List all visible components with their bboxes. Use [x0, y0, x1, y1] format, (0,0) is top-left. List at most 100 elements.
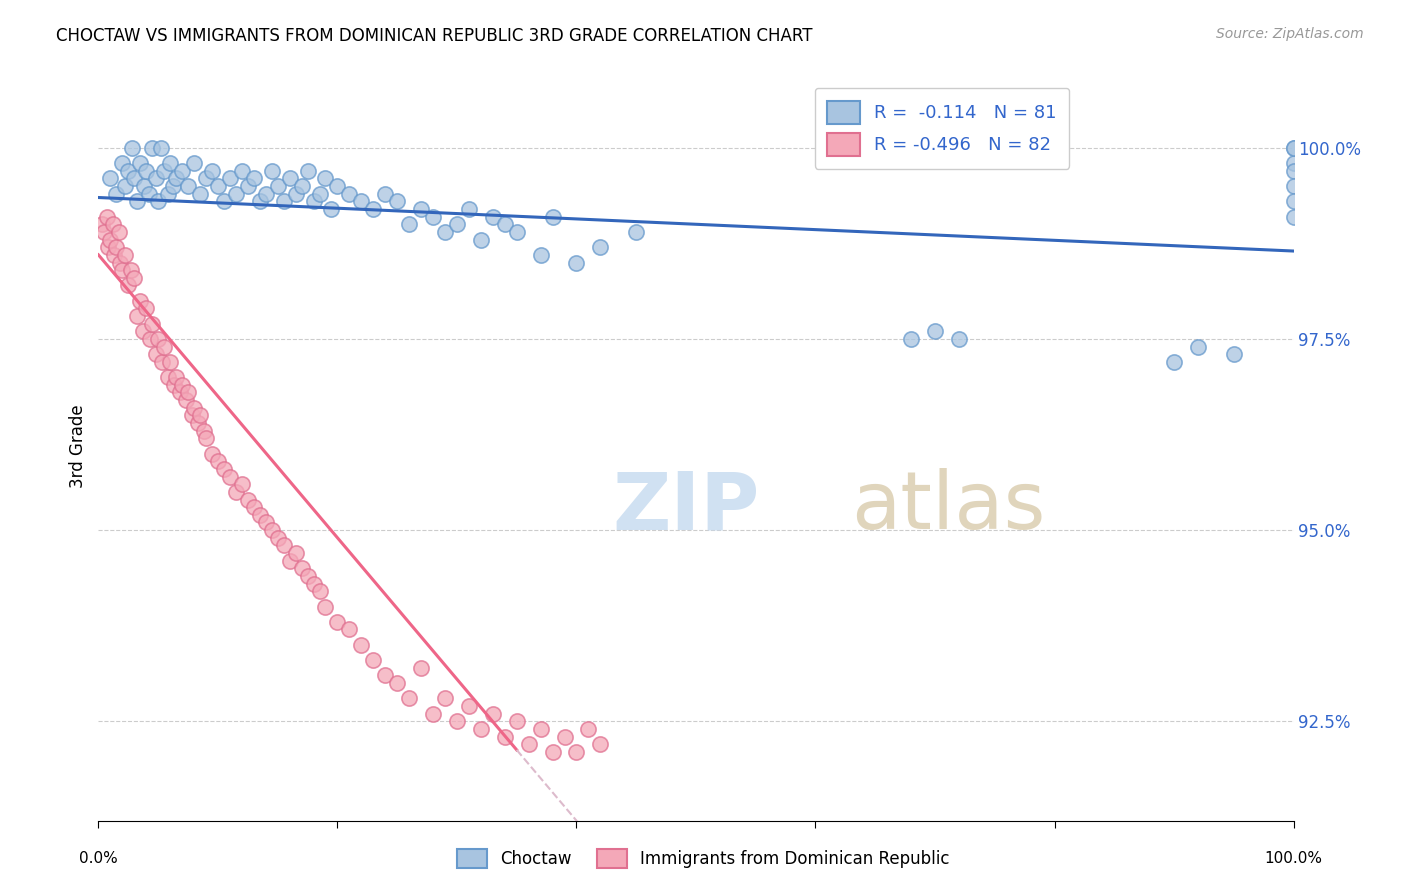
Point — [398, 691, 420, 706]
Point — [494, 217, 516, 231]
Point — [150, 355, 173, 369]
Legend: Choctaw, Immigrants from Dominican Republic: Choctaw, Immigrants from Dominican Repub… — [450, 842, 956, 875]
Point — [458, 698, 481, 713]
Point — [254, 516, 277, 530]
Point — [111, 156, 134, 170]
Point — [530, 248, 553, 262]
Point — [446, 217, 468, 231]
Point — [900, 332, 922, 346]
Point — [236, 179, 259, 194]
Point — [278, 171, 301, 186]
Point — [98, 233, 122, 247]
Point — [183, 401, 205, 415]
Point — [121, 141, 143, 155]
Point — [1282, 179, 1305, 194]
Text: 0.0%: 0.0% — [79, 851, 118, 866]
Point — [169, 385, 191, 400]
Point — [120, 263, 142, 277]
Point — [132, 179, 155, 194]
Point — [153, 340, 176, 354]
Point — [517, 737, 540, 751]
Point — [159, 355, 181, 369]
Point — [589, 737, 612, 751]
Point — [482, 706, 505, 721]
Point — [135, 163, 157, 178]
Point — [124, 171, 146, 186]
Point — [506, 225, 529, 239]
Point — [291, 561, 314, 575]
Point — [339, 623, 361, 637]
Point — [626, 225, 648, 239]
Point — [506, 714, 529, 729]
Point — [315, 599, 337, 614]
Point — [554, 730, 576, 744]
Point — [174, 393, 197, 408]
Point — [177, 385, 200, 400]
Point — [254, 186, 277, 201]
Point — [1282, 141, 1305, 155]
Point — [291, 179, 314, 194]
Point — [494, 730, 516, 744]
Point — [212, 462, 235, 476]
Point — [125, 194, 148, 209]
Point — [541, 210, 564, 224]
Point — [530, 722, 553, 736]
Point — [249, 508, 271, 522]
Point — [541, 745, 564, 759]
Legend: R =  -0.114   N = 81, R = -0.496   N = 82: R = -0.114 N = 81, R = -0.496 N = 82 — [814, 88, 1070, 169]
Point — [434, 225, 457, 239]
Point — [141, 317, 163, 331]
Point — [105, 240, 128, 254]
Point — [148, 332, 170, 346]
Point — [273, 538, 295, 552]
Point — [249, 194, 271, 209]
Point — [1187, 340, 1209, 354]
Point — [135, 301, 157, 316]
Point — [159, 156, 181, 170]
Point — [148, 194, 170, 209]
Point — [565, 745, 588, 759]
Point — [1163, 355, 1185, 369]
Text: ZIP: ZIP — [613, 468, 759, 546]
Point — [398, 217, 420, 231]
Point — [145, 347, 167, 361]
Point — [165, 370, 187, 384]
Point — [195, 431, 218, 445]
Point — [411, 202, 433, 216]
Point — [97, 240, 120, 254]
Point — [302, 576, 325, 591]
Point — [350, 638, 373, 652]
Point — [297, 163, 319, 178]
Point — [350, 194, 373, 209]
Point — [193, 424, 215, 438]
Point — [114, 179, 136, 194]
Point — [284, 186, 307, 201]
Point — [165, 171, 187, 186]
Point — [321, 202, 343, 216]
Point — [207, 454, 229, 468]
Point — [105, 186, 128, 201]
Text: CHOCTAW VS IMMIGRANTS FROM DOMINICAN REPUBLIC 3RD GRADE CORRELATION CHART: CHOCTAW VS IMMIGRANTS FROM DOMINICAN REP… — [56, 27, 813, 45]
Point — [201, 163, 224, 178]
Point — [111, 263, 134, 277]
Point — [267, 531, 290, 545]
Point — [163, 377, 186, 392]
Point — [243, 500, 266, 515]
Point — [188, 186, 211, 201]
Point — [326, 615, 349, 629]
Point — [1223, 347, 1246, 361]
Point — [326, 179, 349, 194]
Point — [117, 163, 139, 178]
Point — [107, 225, 129, 239]
Point — [924, 324, 946, 338]
Point — [948, 332, 970, 346]
Point — [565, 255, 588, 269]
Point — [231, 477, 253, 491]
Point — [129, 293, 152, 308]
Point — [578, 722, 600, 736]
Point — [153, 163, 176, 178]
Point — [1282, 141, 1305, 155]
Point — [101, 217, 124, 231]
Point — [219, 171, 242, 186]
Point — [231, 163, 253, 178]
